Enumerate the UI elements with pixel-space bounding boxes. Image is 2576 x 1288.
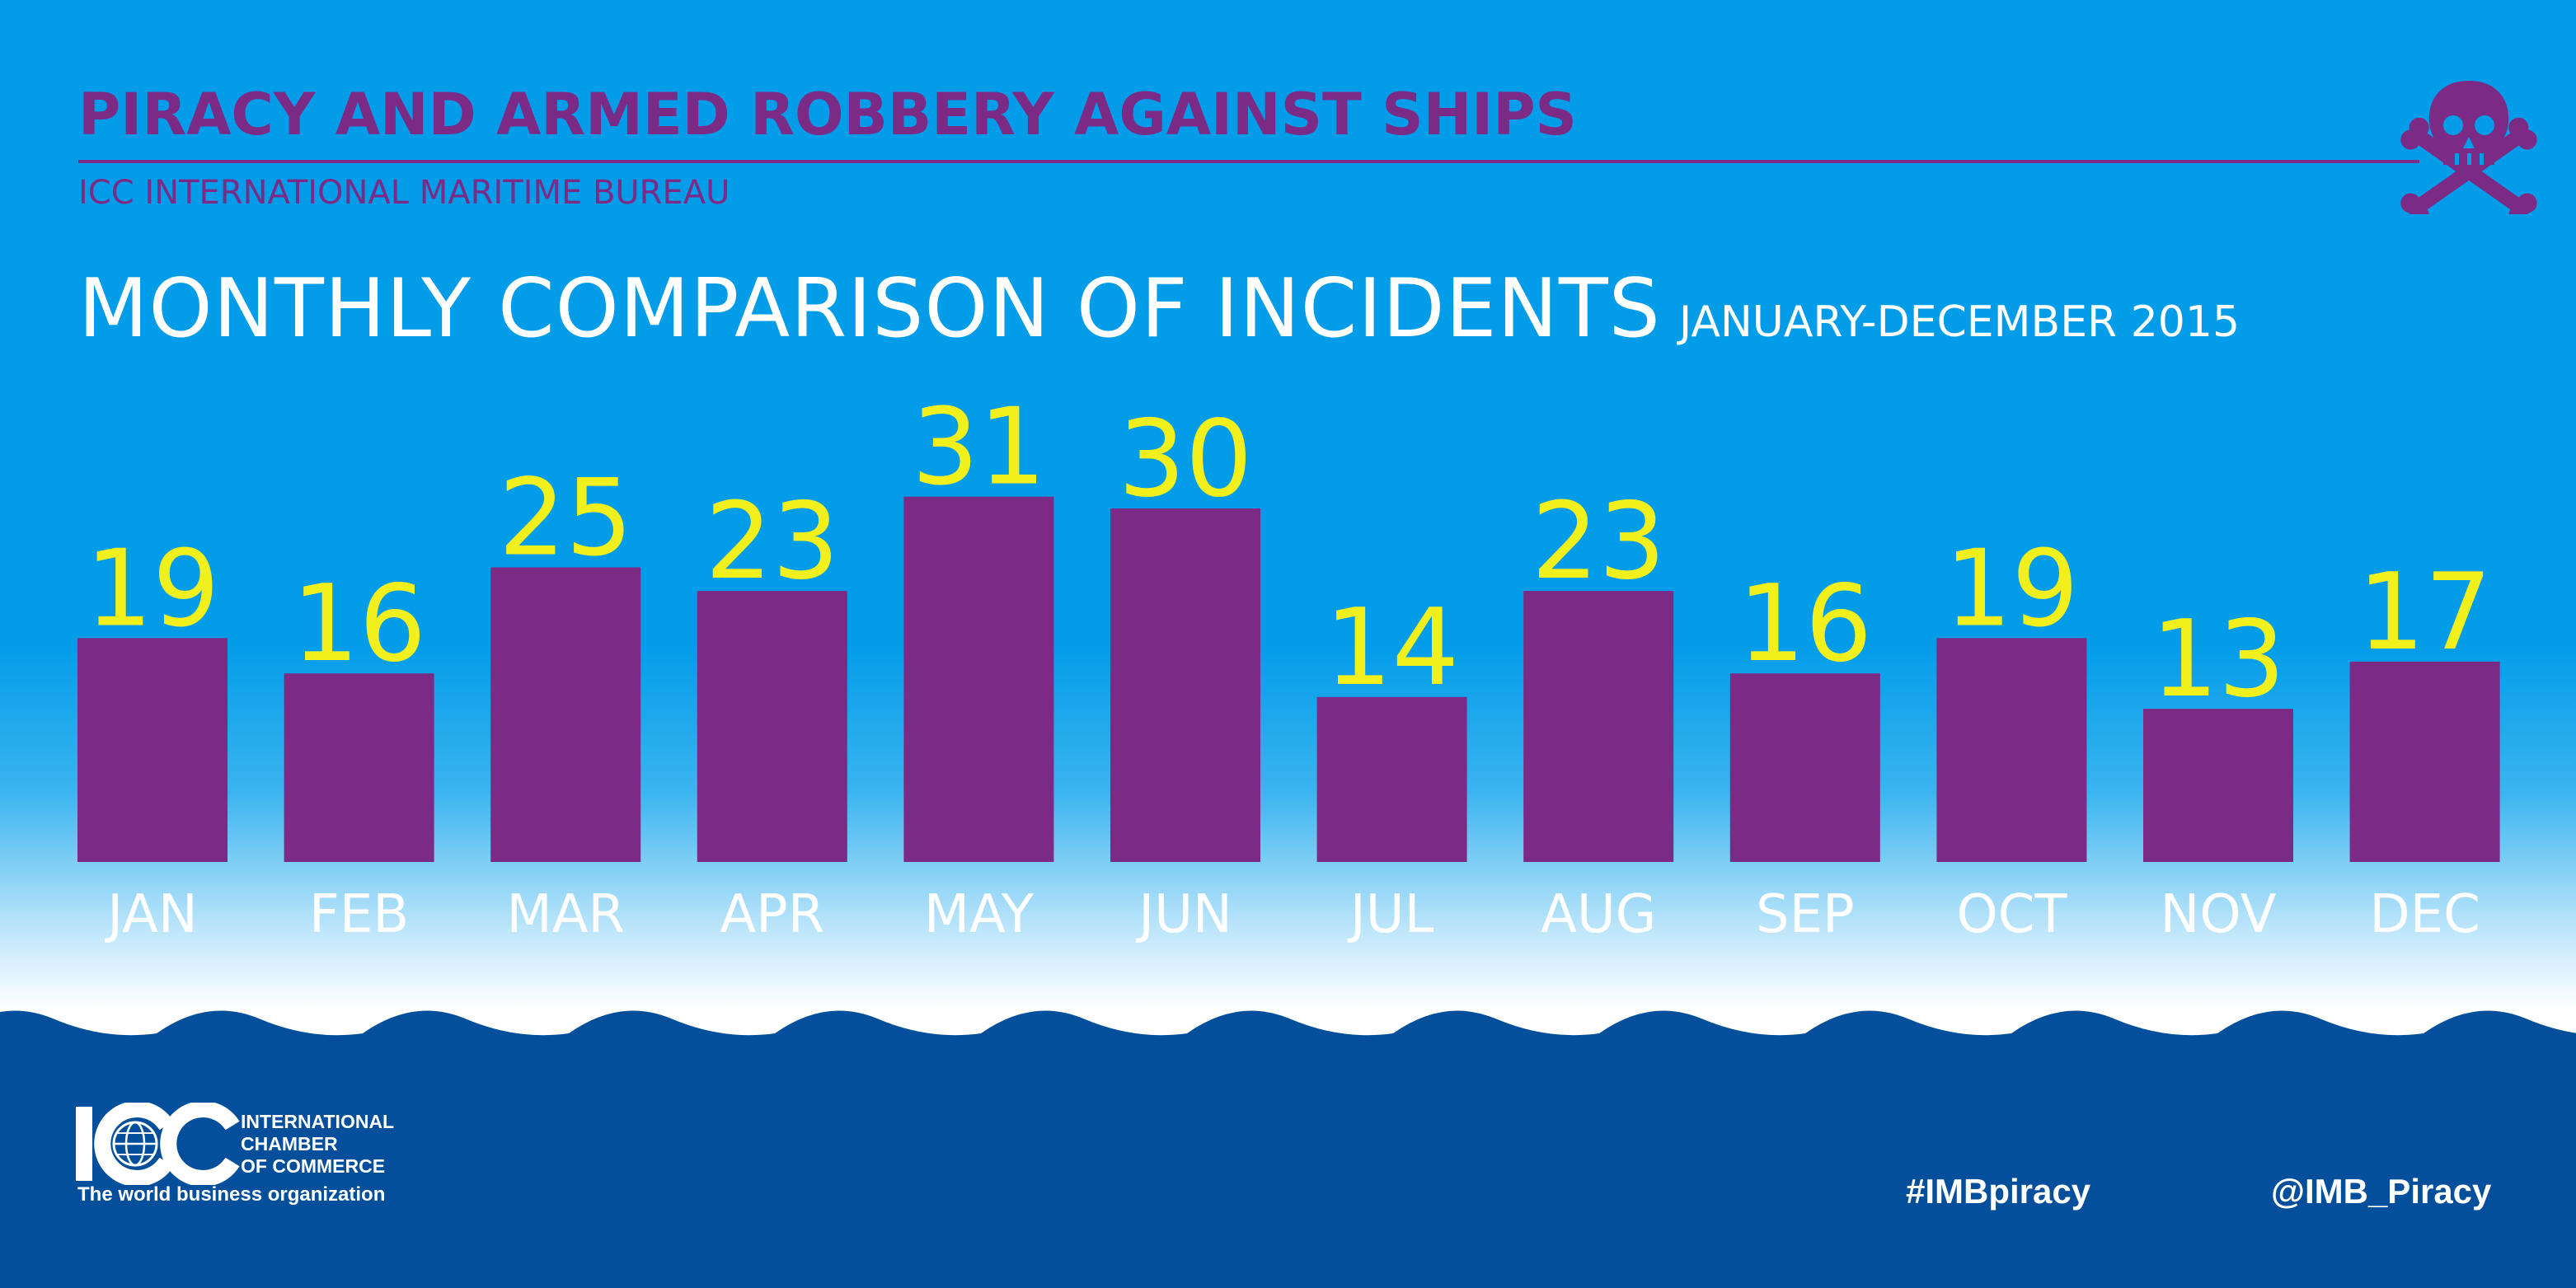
sea bbox=[0, 1010, 2576, 1288]
icc-org-line: OF COMMERCE bbox=[241, 1155, 386, 1177]
x-tick-label: JAN bbox=[104, 884, 197, 945]
bar-value-label: 23 bbox=[705, 480, 839, 603]
bar-jun bbox=[1110, 508, 1260, 862]
bar-value-label: 19 bbox=[86, 527, 220, 650]
x-tick-label: DEC bbox=[2369, 884, 2480, 945]
bar-value-label: 25 bbox=[499, 457, 633, 580]
bar-mar bbox=[490, 567, 641, 862]
bar-value-label: 30 bbox=[1119, 398, 1253, 521]
icc-logo bbox=[76, 1103, 240, 1185]
bar-feb bbox=[284, 673, 434, 862]
header-title: PIRACY AND ARMED ROBBERY AGAINST SHIPS bbox=[78, 81, 1577, 148]
bar-value-label: 19 bbox=[1945, 527, 2079, 650]
bar-value-label: 14 bbox=[1325, 587, 1459, 710]
icc-org-line: INTERNATIONAL bbox=[241, 1111, 395, 1132]
bar-sep bbox=[1729, 673, 1880, 862]
bar-jul bbox=[1316, 696, 1467, 862]
x-tick-label: FEB bbox=[309, 884, 409, 945]
bar-oct bbox=[1936, 638, 2087, 862]
header-subtitle: ICC INTERNATIONAL MARITIME BUREAU bbox=[78, 174, 730, 212]
x-tick-label: APR bbox=[720, 884, 824, 945]
header-divider bbox=[78, 160, 2419, 163]
x-tick-label: MAR bbox=[506, 884, 624, 945]
x-tick-label: AUG bbox=[1541, 884, 1656, 945]
x-tick-label: NOV bbox=[2161, 884, 2277, 945]
twitter-handle-link[interactable]: @IMB_Piracy bbox=[2271, 1172, 2492, 1211]
bar-aug bbox=[1523, 591, 1674, 862]
bar-value-label: 16 bbox=[1738, 563, 1872, 686]
skull-crossbones-icon bbox=[2400, 81, 2537, 214]
icc-org-name: INTERNATIONAL CHAMBER OF COMMERCE bbox=[241, 1111, 394, 1178]
hashtag-link[interactable]: #IMBpiracy bbox=[1906, 1172, 2091, 1211]
x-tick-label: OCT bbox=[1956, 884, 2067, 945]
bar-jan bbox=[77, 638, 228, 862]
bar-apr bbox=[697, 591, 847, 862]
bar-value-label: 17 bbox=[2358, 551, 2492, 674]
chart-title-period: JANUARY-DECEMBER 2015 bbox=[1678, 297, 2241, 347]
bar-value-label: 23 bbox=[1532, 480, 1666, 603]
bar-value-label: 16 bbox=[292, 563, 426, 686]
bar-may bbox=[903, 496, 1054, 862]
chart-title-main: MONTHLY COMPARISON OF INCIDENTS bbox=[78, 262, 1661, 356]
x-tick-label: JUN bbox=[1135, 884, 1232, 945]
x-tick-label: JUL bbox=[1347, 884, 1434, 945]
icc-tagline: The world business organization bbox=[77, 1183, 386, 1206]
bar-nov bbox=[2143, 709, 2293, 862]
x-tick-label: MAY bbox=[924, 884, 1035, 945]
bar-value-label: 31 bbox=[912, 386, 1046, 509]
icc-org-line: CHAMBER bbox=[241, 1133, 338, 1155]
bar-value-label: 13 bbox=[2151, 598, 2286, 721]
bar-dec bbox=[2349, 661, 2500, 862]
x-tick-label: SEP bbox=[1756, 884, 1855, 945]
chart-title: MONTHLY COMPARISON OF INCIDENTS JANUARY-D… bbox=[78, 262, 2240, 356]
